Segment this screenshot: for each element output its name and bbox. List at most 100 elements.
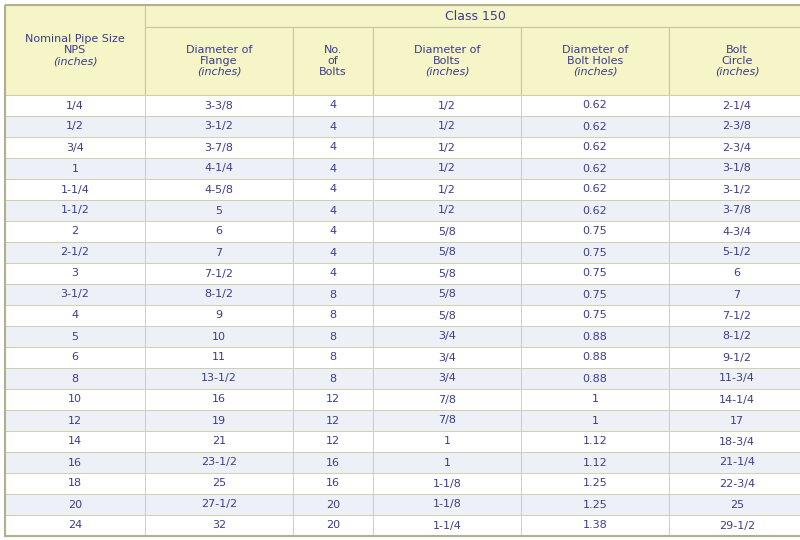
- Text: 8: 8: [330, 374, 337, 383]
- Text: 3-1/8: 3-1/8: [722, 164, 751, 173]
- Text: 7-1/2: 7-1/2: [722, 310, 751, 321]
- Bar: [145, 221, 293, 242]
- Text: 1: 1: [591, 395, 598, 404]
- Bar: [145, 5, 800, 27]
- Text: 32: 32: [212, 521, 226, 530]
- Text: 13-1/2: 13-1/2: [201, 374, 237, 383]
- Text: 27-1/2: 27-1/2: [201, 500, 237, 510]
- Bar: [5, 179, 145, 200]
- Bar: [373, 137, 521, 158]
- Bar: [5, 200, 145, 221]
- Text: 4-1/4: 4-1/4: [205, 164, 234, 173]
- Bar: [5, 5, 145, 95]
- Text: 4: 4: [330, 206, 337, 215]
- Bar: [145, 158, 293, 179]
- Bar: [293, 137, 373, 158]
- Text: 0.75: 0.75: [582, 310, 607, 321]
- Bar: [373, 116, 521, 137]
- Text: (inches): (inches): [197, 67, 242, 77]
- Text: NPS: NPS: [64, 45, 86, 55]
- Bar: [373, 284, 521, 305]
- Text: 24: 24: [68, 521, 82, 530]
- Text: (inches): (inches): [714, 67, 759, 77]
- Text: 0.62: 0.62: [582, 185, 607, 194]
- Bar: [669, 284, 800, 305]
- Text: 0.88: 0.88: [582, 374, 607, 383]
- Bar: [5, 515, 145, 536]
- Bar: [293, 179, 373, 200]
- Text: 12: 12: [68, 415, 82, 426]
- Text: 9: 9: [215, 310, 222, 321]
- Text: Circle: Circle: [722, 56, 753, 66]
- Bar: [373, 494, 521, 515]
- Bar: [373, 347, 521, 368]
- Bar: [669, 263, 800, 284]
- Bar: [521, 137, 669, 158]
- Text: 2-3/4: 2-3/4: [722, 143, 751, 152]
- Text: 1: 1: [443, 457, 450, 468]
- Text: 3/4: 3/4: [438, 374, 456, 383]
- Text: 1/2: 1/2: [438, 164, 456, 173]
- Bar: [293, 431, 373, 452]
- Text: 5: 5: [71, 332, 78, 341]
- Bar: [373, 326, 521, 347]
- Bar: [373, 452, 521, 473]
- Bar: [145, 116, 293, 137]
- Bar: [5, 389, 145, 410]
- Bar: [145, 410, 293, 431]
- Text: 16: 16: [326, 478, 340, 489]
- Bar: [5, 221, 145, 242]
- Text: Bolt Holes: Bolt Holes: [567, 56, 623, 66]
- Text: 7-1/2: 7-1/2: [205, 268, 234, 279]
- Bar: [373, 27, 521, 95]
- Bar: [521, 263, 669, 284]
- Text: 16: 16: [68, 457, 82, 468]
- Bar: [521, 389, 669, 410]
- Text: No.: No.: [324, 45, 342, 55]
- Text: 11: 11: [212, 353, 226, 362]
- Text: 4: 4: [330, 247, 337, 258]
- Text: 3-1/2: 3-1/2: [722, 185, 751, 194]
- Bar: [521, 515, 669, 536]
- Bar: [669, 27, 800, 95]
- Bar: [669, 368, 800, 389]
- Bar: [5, 95, 145, 116]
- Bar: [145, 452, 293, 473]
- Text: Diameter of: Diameter of: [562, 45, 628, 55]
- Bar: [373, 515, 521, 536]
- Bar: [5, 410, 145, 431]
- Text: 6: 6: [71, 353, 78, 362]
- Text: 5/8: 5/8: [438, 310, 456, 321]
- Bar: [669, 179, 800, 200]
- Text: 9-1/2: 9-1/2: [722, 353, 751, 362]
- Bar: [521, 305, 669, 326]
- Text: 7/8: 7/8: [438, 415, 456, 426]
- Bar: [145, 389, 293, 410]
- Text: 5/8: 5/8: [438, 226, 456, 237]
- Text: 20: 20: [68, 500, 82, 510]
- Text: 3-1/2: 3-1/2: [61, 289, 90, 300]
- Text: (inches): (inches): [53, 56, 98, 66]
- Bar: [5, 326, 145, 347]
- Text: 23-1/2: 23-1/2: [201, 457, 237, 468]
- Bar: [521, 494, 669, 515]
- Bar: [669, 221, 800, 242]
- Text: 20: 20: [326, 521, 340, 530]
- Bar: [293, 200, 373, 221]
- Text: 4: 4: [330, 143, 337, 152]
- Text: 21-1/4: 21-1/4: [719, 457, 755, 468]
- Bar: [521, 452, 669, 473]
- Bar: [373, 473, 521, 494]
- Bar: [5, 347, 145, 368]
- Bar: [669, 116, 800, 137]
- Text: 5/8: 5/8: [438, 268, 456, 279]
- Text: 12: 12: [326, 436, 340, 447]
- Text: 8-1/2: 8-1/2: [722, 332, 751, 341]
- Bar: [373, 431, 521, 452]
- Bar: [521, 158, 669, 179]
- Text: 5/8: 5/8: [438, 247, 456, 258]
- Bar: [521, 368, 669, 389]
- Text: 17: 17: [730, 415, 744, 426]
- Text: 0.62: 0.62: [582, 143, 607, 152]
- Bar: [373, 200, 521, 221]
